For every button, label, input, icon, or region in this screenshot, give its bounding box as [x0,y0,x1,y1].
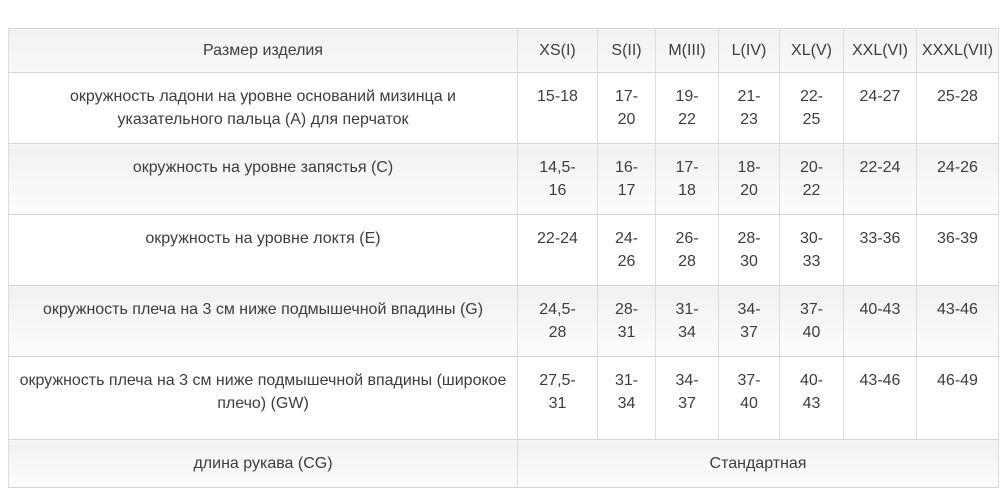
cell-value: 22-​24 [843,143,917,215]
cell-value: 34-​37 [655,356,719,440]
cell-value: 17-​18 [655,143,719,215]
cell-value: 20-​22 [779,143,844,215]
cell-value: 17-​20 [597,72,656,144]
cell-value: 37-​40 [779,285,844,357]
cell-value: 43-​46 [916,285,999,357]
row-label-upper-arm-circumference: окружность плеча на 3 см ниже подмышечно… [8,285,518,357]
header-cell-xxxl: XXXL(VII) [916,28,999,73]
cell-value: 31-​34 [655,285,719,357]
cell-value: 34-​37 [718,285,780,357]
cell-value: 26-​28 [655,214,719,286]
table-row-wrist: окружность на уровне запястья (C) 14,5-​… [8,143,999,215]
row-label-sleeve-length: длина рукава (CG) [8,439,518,488]
cell-value: 27,5-​31 [517,356,598,440]
row-label-upper-arm-wide-circumference: окружность плеча на 3 см ниже подмышечно… [8,356,518,440]
cell-value: 36-​39 [916,214,999,286]
cell-value: 18-​20 [718,143,780,215]
cell-value: 46-​49 [916,356,999,440]
table-row-sleeve-length: длина рукава (CG) Стандартная [8,439,999,488]
cell-value: 16-​17 [597,143,656,215]
table-row-elbow: окружность на уровне локтя (E) 22-​24 24… [8,214,999,286]
cell-value: 22-​24 [517,214,598,286]
cell-value: 28-​31 [597,285,656,357]
header-cell-s: S(II) [597,28,656,73]
cell-value: 22-​25 [779,72,844,144]
cell-value: 40-​43 [843,285,917,357]
row-label-elbow-circumference: окружность на уровне локтя (E) [8,214,518,286]
header-cell-xl: XL(V) [779,28,844,73]
cell-value: 28-​30 [718,214,780,286]
size-chart-section: Размер изделия XS(I) S(II) M(III) L(IV) … [8,28,999,488]
cell-value: 40-​43 [779,356,844,440]
cell-value: 37-​40 [718,356,780,440]
cell-value: 21-​23 [718,72,780,144]
cell-value: 15-​18 [517,72,598,144]
table-row-palm: окружность ладони на уровне оснований ми… [8,72,999,144]
cell-value: 30-​33 [779,214,844,286]
row-label-palm-circumference: окружность ладони на уровне оснований ми… [8,72,518,144]
cell-value: 24-​26 [916,143,999,215]
header-cell-xxl: XXL(VI) [843,28,917,73]
cell-value: 24-​26 [597,214,656,286]
table-row-upper-arm: окружность плеча на 3 см ниже подмышечно… [8,285,999,357]
header-cell-l: L(IV) [718,28,780,73]
table-row-upper-arm-wide: окружность плеча на 3 см ниже подмышечно… [8,356,999,440]
cell-value: 14,5-​16 [517,143,598,215]
header-cell-xs: XS(I) [517,28,598,73]
cell-value: 19-​22 [655,72,719,144]
cell-value: 24-​27 [843,72,917,144]
cell-value: 25-​28 [916,72,999,144]
row-label-wrist-circumference: окружность на уровне запястья (C) [8,143,518,215]
cell-value: 31-​34 [597,356,656,440]
cell-value: 24,5-​28 [517,285,598,357]
header-cell-product-size: Размер изделия [8,28,518,73]
cell-value: 43-​46 [843,356,917,440]
header-cell-m: M(III) [655,28,719,73]
size-table: Размер изделия XS(I) S(II) M(III) L(IV) … [8,28,999,488]
cell-sleeve-length-value: Стандартная [517,439,999,488]
cell-value: 33-​36 [843,214,917,286]
header-row: Размер изделия XS(I) S(II) M(III) L(IV) … [8,28,999,73]
